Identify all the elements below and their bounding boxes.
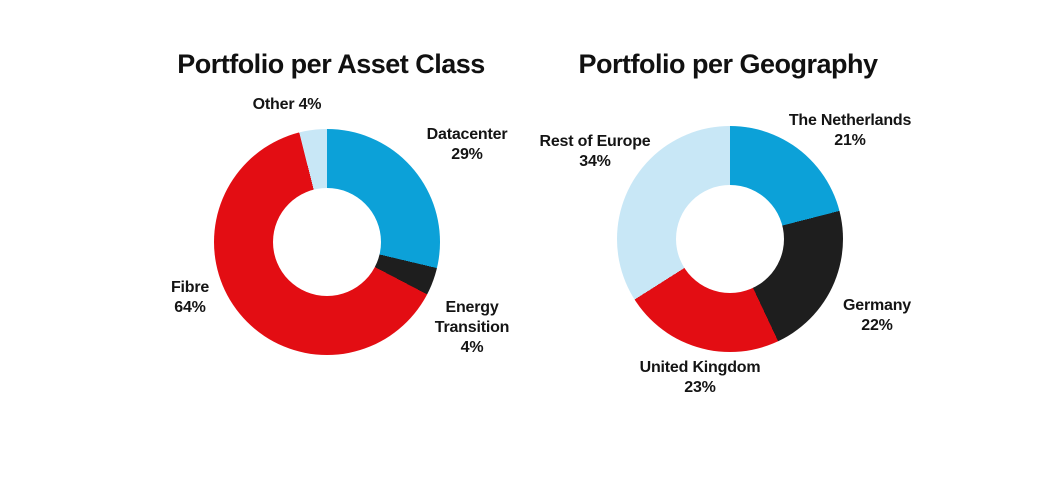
label-rest-of-europe: Rest of Europe 34% <box>539 133 651 170</box>
label-other: Other 4% <box>252 96 322 113</box>
geography-chart-title: Portfolio per Geography <box>578 49 878 79</box>
label-netherlands: The Netherlands 21% <box>788 112 912 149</box>
asset-class-donut-hole <box>273 188 381 296</box>
geography-donut <box>617 126 843 352</box>
label-united-kingdom: United Kingdom 23% <box>639 359 761 396</box>
asset-class-chart-title: Portfolio per Asset Class <box>177 49 485 79</box>
label-fibre: Fibre 64% <box>170 279 210 316</box>
label-energy-transition: Energy Transition 4% <box>434 299 510 356</box>
label-germany: Germany 22% <box>843 297 911 334</box>
geography-donut-hole <box>676 185 784 293</box>
asset-class-donut <box>214 129 440 355</box>
label-datacenter: Datacenter 29% <box>426 126 508 163</box>
